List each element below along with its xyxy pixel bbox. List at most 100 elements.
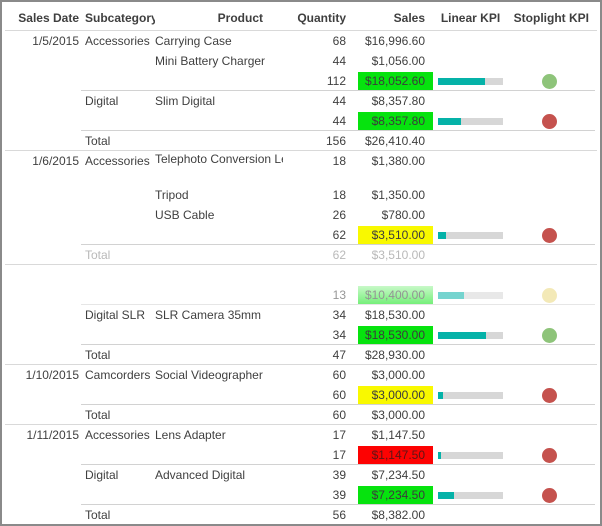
quantity-cell: 39 <box>332 468 346 482</box>
column-header-product[interactable]: Product <box>217 11 263 25</box>
table-header-row: Sales Date Subcategory Product Quantity … <box>5 7 597 31</box>
sales-kpi-value: $8,357.80 <box>358 112 433 130</box>
quantity-subtotal-cell: 17 <box>332 448 346 462</box>
product-cell: USB Cable <box>155 208 215 222</box>
stoplight-kpi-cell <box>508 225 597 243</box>
column-header-subcategory[interactable]: Subcategory <box>85 11 155 25</box>
stoplight-kpi-cell <box>508 111 597 129</box>
sales-date-cell: 1/5/2015 <box>32 34 79 48</box>
linear-kpi-fill <box>438 118 462 125</box>
product-cell: Tripod <box>155 188 189 202</box>
kpi-subtotal-row: 62 $3,510.00 <box>5 225 597 245</box>
stoplight-red-indicator-icon <box>542 448 557 463</box>
sales-kpi-cell: $1,147.50 <box>346 445 433 464</box>
quantity-total-cell: 62 <box>332 248 346 262</box>
column-header-sales[interactable]: Sales <box>393 11 425 25</box>
product-cell: Social Videographer <box>155 368 263 382</box>
linear-kpi-gauge <box>438 118 503 125</box>
quantity-cell: 44 <box>332 94 346 108</box>
group-total-row: Total 47 $28,930.00 <box>5 345 597 365</box>
stoplight-kpi-cell <box>508 325 597 343</box>
subcategory-cell: Digital <box>85 468 119 482</box>
sales-total-cell: $26,410.40 <box>364 134 425 148</box>
kpi-subtotal-row: 112 $18,052.60 <box>5 71 597 91</box>
sales-kpi-value: $1,147.50 <box>358 446 433 464</box>
quantity-cell: 18 <box>332 188 346 202</box>
sales-kpi-value: $18,530.00 <box>358 326 433 344</box>
total-label: Total <box>85 508 111 522</box>
sales-cell: $1,350.00 <box>371 188 425 202</box>
column-header-linear-kpi[interactable]: Linear KPI <box>440 11 501 25</box>
stoplight-green-indicator-icon <box>542 74 557 89</box>
linear-kpi-fill <box>438 452 441 459</box>
linear-kpi-cell <box>433 71 508 85</box>
kpi-subtotal-row: 39 $7,234.50 <box>5 485 597 505</box>
sales-kpi-cell: $18,052.60 <box>346 71 433 90</box>
quantity-cell: 68 <box>332 34 346 48</box>
total-label: Total <box>85 134 111 148</box>
sales-kpi-value: $3,510.00 <box>358 226 433 244</box>
column-header-sales-date[interactable]: Sales Date <box>18 11 79 25</box>
linear-kpi-cell <box>433 111 508 125</box>
stoplight-kpi-cell <box>508 445 597 463</box>
quantity-cell: 60 <box>332 368 346 382</box>
linear-kpi-fill <box>438 492 454 499</box>
table-row: Digital Slim Digital 44 $8,357.80 <box>5 91 597 111</box>
product-cell: Telephoto Conversion Lens <box>155 152 283 166</box>
linear-kpi-cell <box>433 445 508 459</box>
stoplight-red-indicator-icon <box>542 114 557 129</box>
column-header-stoplight-kpi[interactable]: Stoplight KPI <box>513 11 589 25</box>
subcategory-cell: Digital SLR <box>85 308 146 322</box>
subcategory-cell: Digital <box>85 94 119 108</box>
stoplight-yellow-indicator-icon <box>542 288 557 303</box>
sales-kpi-cell: $7,234.50 <box>346 485 433 504</box>
subcategory-cell: Accessories <box>85 34 150 48</box>
total-label: Total <box>85 408 111 422</box>
quantity-subtotal-cell: 39 <box>332 488 346 502</box>
sales-cell: $780.00 <box>381 208 425 222</box>
sales-cell: $1,380.00 <box>371 154 425 168</box>
sales-cell: $7,234.50 <box>371 468 425 482</box>
subcategory-cell: Accessories <box>85 428 150 442</box>
subcategory-cell: Camcorders <box>85 368 151 382</box>
quantity-subtotal-cell: 44 <box>332 114 346 128</box>
linear-kpi-gauge <box>438 392 503 399</box>
quantity-cell: 26 <box>332 208 346 222</box>
quantity-subtotal-cell: 112 <box>326 74 346 88</box>
kpi-subtotal-row: 60 $3,000.00 <box>5 385 597 405</box>
linear-kpi-cell <box>433 485 508 499</box>
product-cell: Advanced Digital <box>155 468 246 482</box>
linear-kpi-fill <box>438 78 486 85</box>
stoplight-kpi-cell <box>508 485 597 503</box>
quantity-subtotal-cell: 60 <box>332 388 346 402</box>
stoplight-kpi-cell <box>508 385 597 403</box>
group-total-row: Total 62 $3,510.00 <box>5 245 597 265</box>
stoplight-red-indicator-icon <box>542 228 557 243</box>
linear-kpi-gauge <box>438 332 503 339</box>
kpi-subtotal-row: 17 $1,147.50 <box>5 445 597 465</box>
sales-total-cell: $28,930.00 <box>364 348 425 362</box>
table-row: 1/5/2015 Accessories Carrying Case 68 $16,99… <box>5 31 597 51</box>
sales-kpi-value: $18,052.60 <box>358 72 433 90</box>
linear-kpi-gauge <box>438 452 503 459</box>
table-row: Digital SLR SLR Camera 35mm 34 $18,530.00 <box>5 305 597 325</box>
table-row: Digital Advanced Digital 39 $7,234.50 <box>5 465 597 485</box>
sales-kpi-cell: $3,000.00 <box>346 385 433 404</box>
quantity-subtotal-cell: 62 <box>332 228 346 242</box>
kpi-subtotal-row: 13 $10,400.00 <box>5 285 597 305</box>
quantity-total-cell: 60 <box>332 408 346 422</box>
linear-kpi-gauge <box>438 78 503 85</box>
stoplight-red-indicator-icon <box>542 388 557 403</box>
sales-kpi-cell: $18,530.00 <box>346 325 433 344</box>
subcategory-cell: Accessories <box>85 154 150 168</box>
total-label: Total <box>85 248 111 262</box>
stoplight-green-indicator-icon <box>542 328 557 343</box>
table-row <box>5 265 597 285</box>
linear-kpi-fill <box>438 292 464 299</box>
product-cell: Mini Battery Charger <box>155 54 266 68</box>
sales-date-cell: 1/6/2015 <box>32 154 79 168</box>
column-header-quantity[interactable]: Quantity <box>297 11 346 25</box>
linear-kpi-fill <box>438 232 446 239</box>
linear-kpi-cell <box>433 325 508 339</box>
linear-kpi-fill <box>438 332 487 339</box>
